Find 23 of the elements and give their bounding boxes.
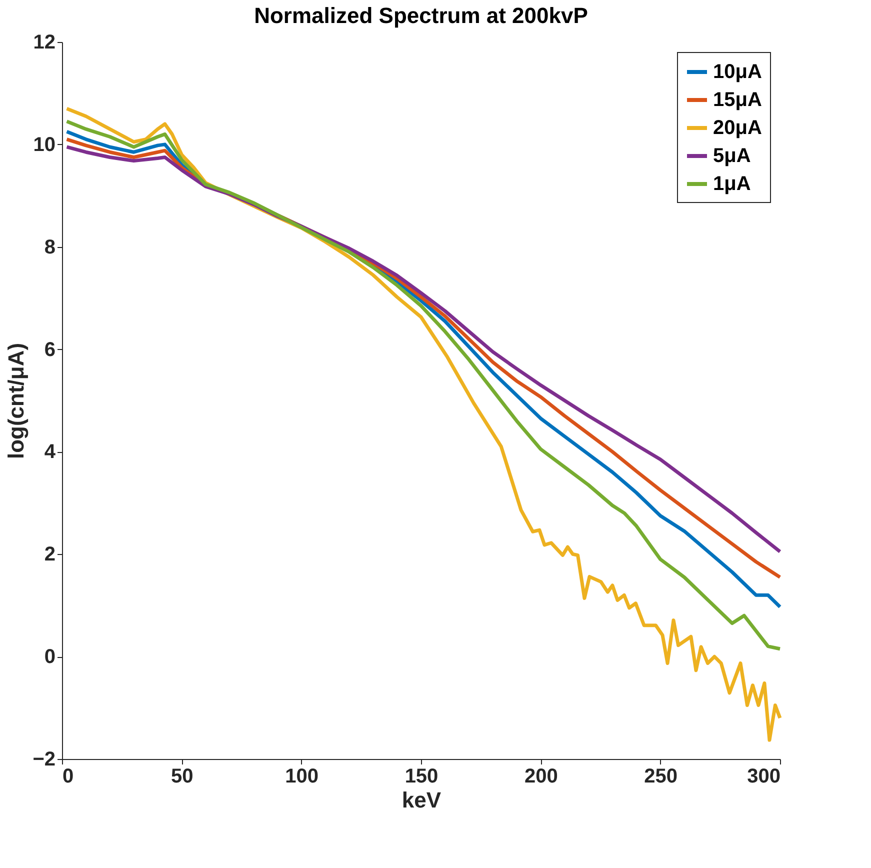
x-axis-title: keV — [402, 788, 442, 812]
legend-label: 5μA — [713, 145, 751, 167]
legend-label: 15μA — [713, 89, 762, 111]
x-tick-label: 300 — [747, 766, 780, 788]
legend-label: 1μA — [713, 173, 751, 195]
x-tick-label: 150 — [404, 766, 438, 788]
x-tick-label: 100 — [285, 766, 319, 788]
y-tick-label: −2 — [32, 748, 56, 770]
y-tick-label: 0 — [44, 646, 56, 668]
legend-label: 10μA — [713, 61, 762, 83]
y-tick-label: 8 — [44, 236, 56, 258]
chart-title: Normalized Spectrum at 200kvP — [254, 3, 588, 28]
y-tick-label: 2 — [44, 544, 56, 566]
y-axis-title: log(cnt/μA) — [4, 342, 29, 460]
y-tick-label: 12 — [33, 32, 56, 54]
x-tick-label: 250 — [644, 766, 678, 788]
legend-label: 20μA — [713, 117, 762, 139]
y-tick-label: 4 — [44, 441, 56, 464]
y-tick-label: 6 — [44, 338, 56, 361]
x-tick-label: 200 — [524, 766, 558, 788]
y-tick-label: 10 — [33, 134, 56, 156]
x-tick-label: 50 — [171, 766, 194, 788]
x-tick-label: 0 — [62, 766, 74, 788]
